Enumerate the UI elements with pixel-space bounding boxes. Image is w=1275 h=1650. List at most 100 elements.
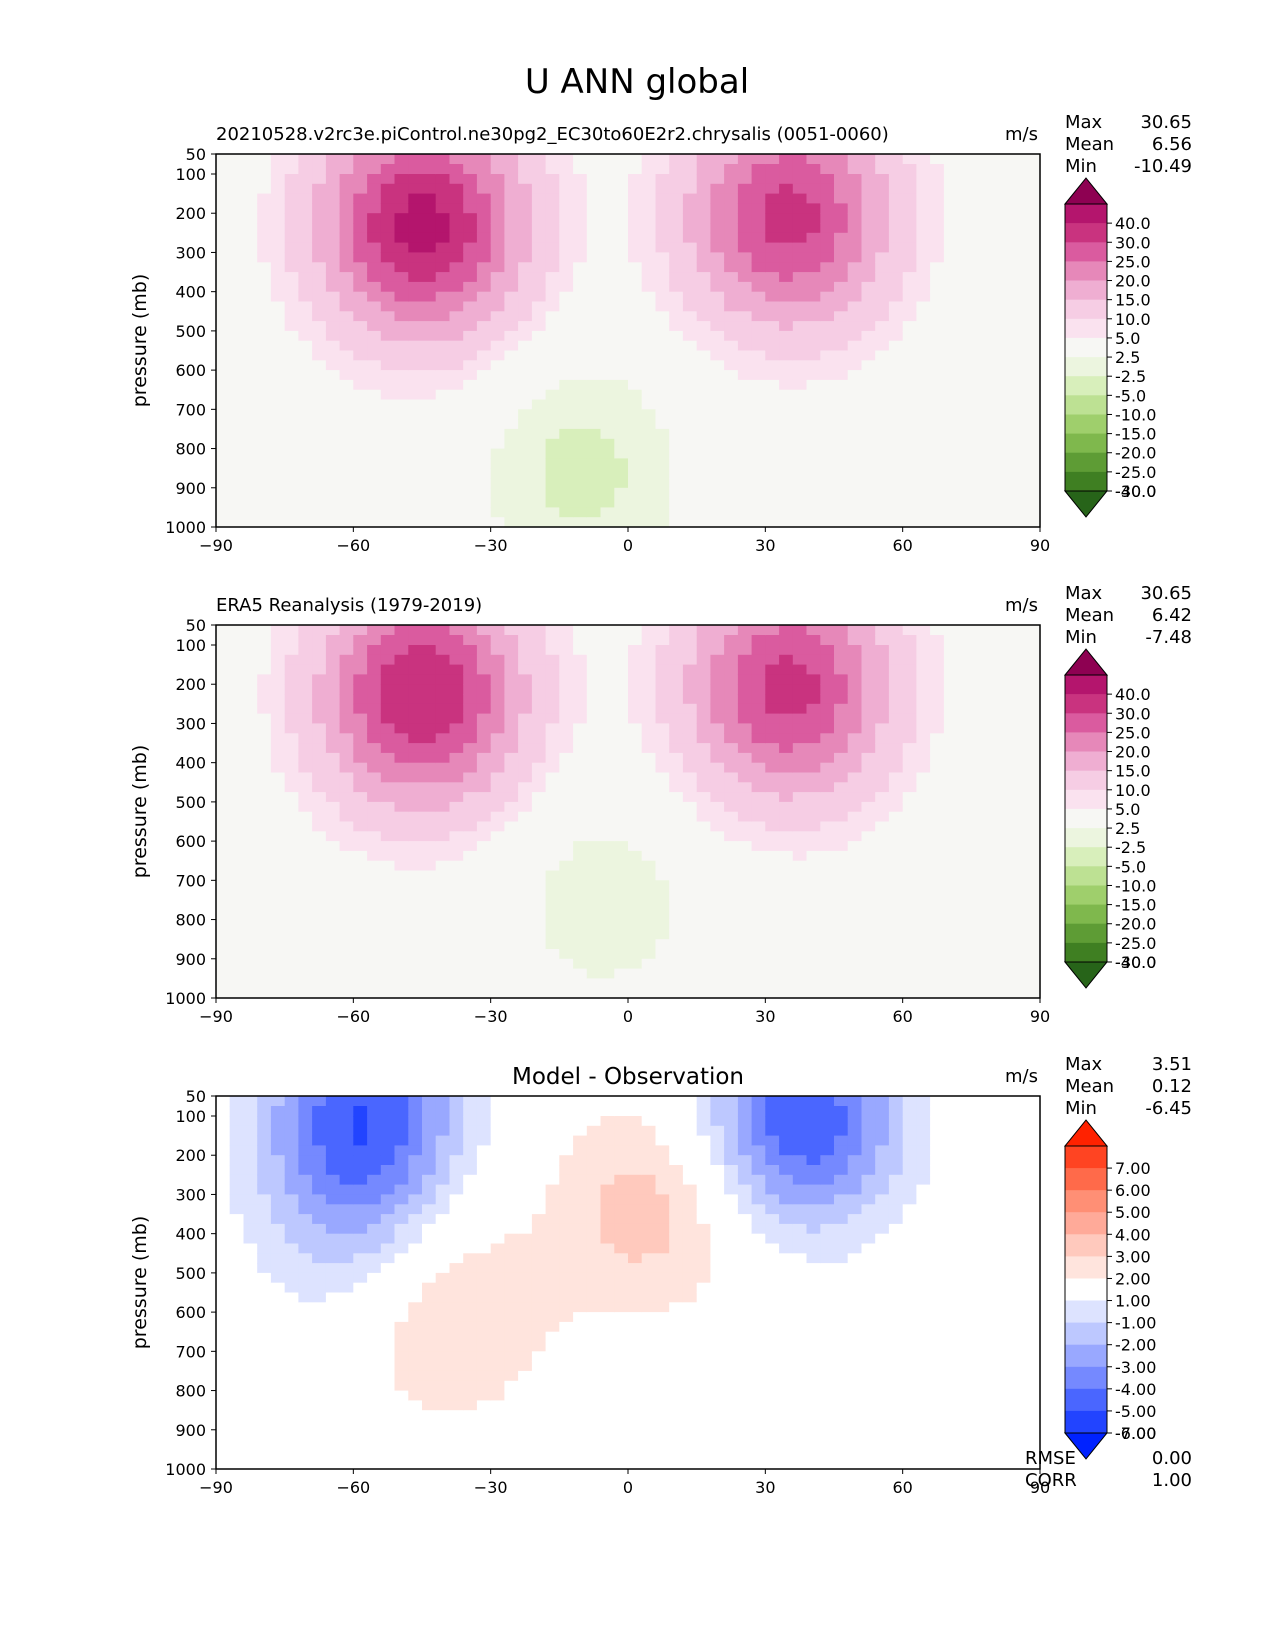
field-cell	[724, 674, 739, 685]
field-cell	[930, 301, 945, 312]
field-cell	[696, 340, 711, 352]
field-cell	[792, 850, 808, 862]
field-cell	[779, 242, 794, 253]
field-cell	[655, 183, 670, 195]
field-cell	[463, 389, 478, 401]
field-cell	[888, 949, 904, 960]
field-cell	[710, 389, 725, 401]
field-cell	[751, 684, 766, 695]
field-cell	[820, 929, 835, 940]
field-cell	[367, 762, 382, 774]
field-cell	[284, 850, 299, 862]
field-cell	[463, 978, 478, 989]
field-cell	[380, 164, 396, 175]
field-cell	[861, 340, 876, 352]
field-cell	[559, 801, 574, 813]
field-cell	[696, 321, 711, 332]
field-cell	[834, 801, 849, 813]
field-cell	[559, 949, 574, 960]
field-cell	[737, 183, 753, 195]
field-cell	[806, 419, 821, 430]
field-cell	[998, 223, 1014, 234]
field-cell	[930, 154, 945, 165]
field-cell	[531, 389, 547, 401]
field-cell	[449, 428, 464, 440]
field-cell	[682, 419, 698, 430]
field-cell	[765, 939, 780, 950]
field-cell	[737, 164, 753, 175]
field-cell	[669, 899, 684, 911]
colorbar-box	[1065, 471, 1107, 492]
field-cell	[861, 733, 876, 744]
field-cell	[545, 968, 560, 979]
field-cell	[257, 1145, 272, 1156]
field-cell	[834, 654, 849, 666]
field-cell	[751, 801, 766, 813]
field-cell	[792, 752, 808, 764]
field-cell	[449, 242, 464, 253]
field-cell	[325, 919, 341, 930]
field-cell	[243, 154, 258, 165]
field-cell	[847, 360, 862, 371]
field-cell	[559, 674, 574, 685]
field-cell	[284, 242, 299, 253]
field-cell	[1026, 929, 1041, 940]
field-cell	[518, 811, 533, 823]
field-cell	[229, 801, 244, 813]
field-cell	[930, 281, 945, 293]
field-cell	[614, 772, 629, 783]
field-cell	[518, 899, 533, 911]
field-cell	[243, 929, 258, 940]
field-cell	[1026, 487, 1041, 499]
field-cell	[257, 978, 272, 989]
field-cell	[724, 174, 739, 185]
field-cell	[408, 703, 423, 715]
field-cell	[902, 880, 917, 891]
field-cell	[476, 733, 492, 744]
field-cell	[792, 890, 808, 901]
field-cell	[806, 458, 821, 469]
field-cell	[737, 752, 753, 764]
field-cell	[353, 252, 368, 263]
field-cell	[463, 772, 478, 783]
field-cell	[902, 458, 917, 469]
field-cell	[930, 674, 945, 685]
field-cell	[559, 193, 574, 204]
field-cell	[985, 301, 1000, 312]
field-cell	[861, 723, 876, 734]
field-cell	[765, 183, 780, 195]
field-cell	[229, 870, 244, 881]
field-cell	[216, 468, 231, 479]
field-cell	[367, 899, 382, 911]
field-cell	[476, 978, 492, 989]
field-cell	[902, 164, 917, 175]
field-cell	[930, 458, 945, 469]
field-cell	[243, 497, 258, 508]
field-cell	[641, 831, 656, 842]
field-cell	[614, 321, 629, 332]
field-cell	[682, 301, 698, 312]
field-cell	[559, 713, 574, 724]
field-cell	[600, 458, 615, 469]
field-cell	[916, 399, 931, 410]
field-cell	[834, 674, 849, 685]
field-cell	[463, 625, 478, 636]
field-cell	[765, 949, 780, 960]
field-cell	[682, 330, 698, 342]
field-cell	[696, 242, 711, 253]
field-cell	[710, 399, 725, 410]
field-cell	[820, 507, 835, 518]
field-cell	[531, 939, 547, 950]
field-cell	[298, 478, 313, 489]
field-cell	[779, 919, 794, 930]
field-cell	[353, 860, 368, 872]
field-cell	[408, 919, 423, 930]
field-cell	[380, 743, 396, 754]
field-cell	[435, 350, 450, 361]
field-cell	[655, 487, 670, 499]
field-cell	[1026, 723, 1041, 734]
colorbar-box	[1065, 885, 1107, 906]
field-cell	[641, 350, 656, 361]
field-cell	[847, 899, 862, 911]
field-cell	[806, 242, 821, 253]
